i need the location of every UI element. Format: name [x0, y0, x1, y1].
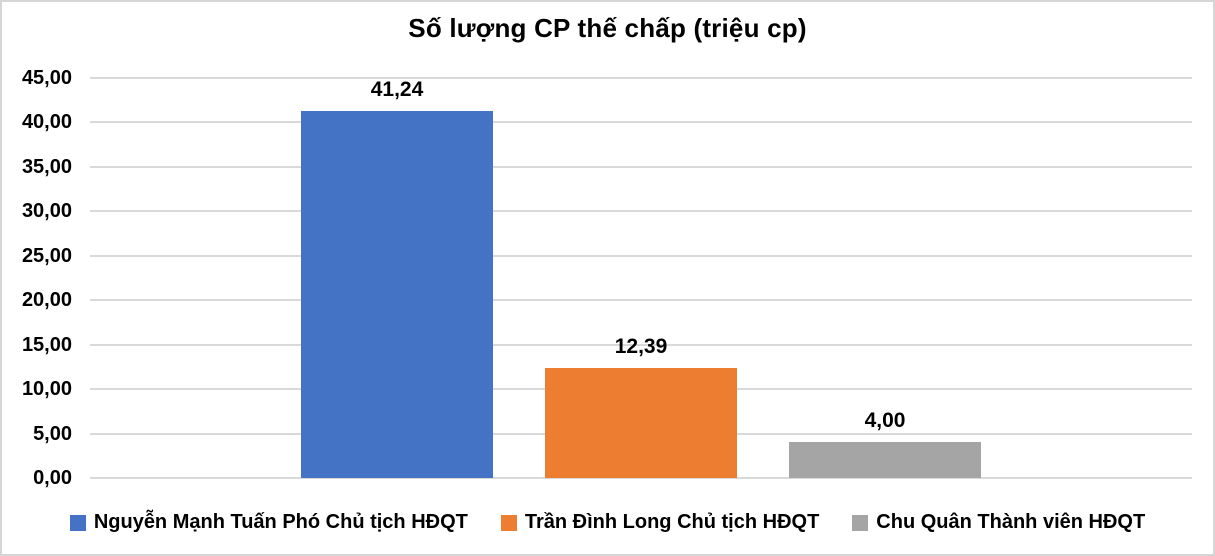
y-axis: 0,00 5,00 10,00 15,00 20,00 25,00 30,00 35,00 40… [2, 67, 72, 489]
gridline [90, 477, 1192, 479]
legend-item: Nguyễn Mạnh Tuấn Phó Chủ tịch HĐQT [69, 511, 468, 534]
bar-data-label: 41,24 [370, 78, 424, 102]
gridline [90, 343, 1192, 346]
plot-area: 41,24 12,39 4,00 [90, 77, 1192, 479]
bar-data-label: 12,39 [614, 334, 668, 358]
legend-swatch-icon [69, 514, 86, 531]
bar-series-2: 12,39 [545, 335, 737, 478]
y-tick-label: 0,00 [33, 467, 72, 489]
gridline [90, 254, 1192, 257]
legend-item: Trần Đình Long Chủ tịch HĐQT [500, 511, 820, 534]
y-tick-label: 20,00 [21, 289, 72, 312]
bar-series-1: 41,24 [301, 78, 493, 478]
legend-label: Trần Đình Long Chủ tịch HĐQT [524, 511, 820, 533]
bar-series-3: 4,00 [789, 409, 981, 478]
bar-data-label: 4,00 [864, 409, 906, 433]
legend-label: Nguyễn Mạnh Tuấn Phó Chủ tịch HĐQT [93, 511, 468, 533]
y-tick-label: 45,00 [21, 67, 72, 89]
y-tick-label: 10,00 [21, 378, 72, 401]
y-tick-label: 15,00 [21, 333, 72, 356]
gridline [90, 165, 1192, 168]
legend-swatch-icon [852, 514, 869, 531]
y-tick-label: 30,00 [21, 200, 72, 223]
y-tick-label: 25,00 [21, 244, 72, 267]
legend-label: Chu Quân Thành viên HĐQT [876, 511, 1146, 533]
y-tick-label: 35,00 [21, 155, 72, 178]
legend: Nguyễn Mạnh Tuấn Phó Chủ tịch HĐQT Trần Đ… [2, 511, 1213, 534]
legend-item: Chu Quân Thành viên HĐQT [852, 511, 1145, 534]
gridline [90, 299, 1192, 302]
legend-swatch-icon [500, 514, 517, 531]
gridline [90, 77, 1192, 79]
gridline [90, 121, 1192, 124]
bar-group: 41,24 12,39 4,00 [90, 78, 1192, 478]
y-tick-label: 5,00 [33, 422, 72, 445]
gridline [90, 210, 1192, 213]
chart-title: Số lượng CP thế chấp (triệu cp) [408, 13, 807, 43]
y-tick-label: 40,00 [21, 111, 72, 134]
